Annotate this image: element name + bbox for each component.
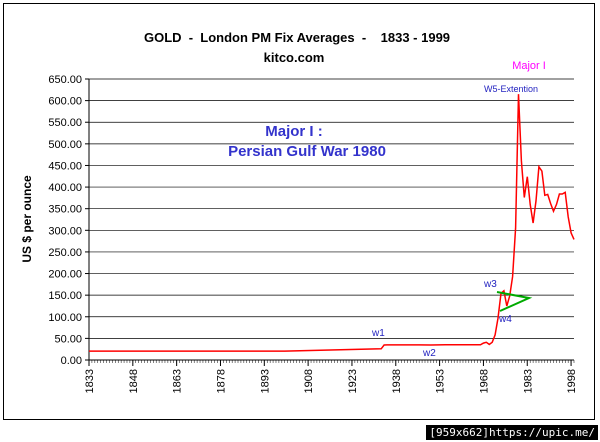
w3-w4-triangle	[496, 291, 533, 312]
y-axis-ticks: 0.00 50.00 100.00 150.00 200.00 250.00 300.00 3…	[48, 74, 89, 367]
series-line-gold	[89, 94, 575, 352]
x-tick-label: 1908	[303, 369, 315, 393]
x-tick-label: 1968	[478, 369, 490, 393]
x-tick-label: 1848	[128, 369, 140, 393]
wave-label-w2: w2	[422, 348, 436, 359]
x-tick-label: 1938	[391, 369, 403, 393]
y-tick-label: 0.00	[61, 355, 82, 367]
y-tick-label: 650.00	[48, 74, 82, 86]
x-tick-label: 1983	[522, 369, 534, 393]
x-tick-label: 1893	[259, 369, 271, 393]
y-tick-label: 300.00	[48, 225, 82, 237]
major-label: Major I	[512, 60, 546, 72]
series-group	[89, 94, 575, 352]
y-tick-label: 400.00	[48, 182, 82, 194]
y-tick-label: 450.00	[48, 160, 82, 172]
x-tick-label: 1833	[84, 369, 96, 393]
y-tick-label: 100.00	[48, 312, 82, 324]
y-tick-label: 200.00	[48, 269, 82, 281]
x-tick-label: 1998	[566, 369, 578, 393]
x-tick-label: 1863	[172, 369, 184, 393]
headline-line-2: Persian Gulf War 1980	[228, 143, 386, 160]
y-tick-label: 150.00	[48, 290, 82, 302]
chart-title: GOLD - London PM Fix Averages - 1833 - 1…	[144, 30, 450, 45]
headline-line-1: Major I :	[265, 123, 323, 140]
y-tick-label: 600.00	[48, 96, 82, 108]
wave-label-w4: w4	[498, 314, 512, 325]
chart-subtitle: kitco.com	[264, 50, 325, 65]
y-tick-label: 350.00	[48, 204, 82, 216]
chart-frame: GOLD - London PM Fix Averages - 1833 - 1…	[3, 3, 595, 420]
extension-label: W5-Extention	[484, 84, 538, 94]
y-tick-label: 500.00	[48, 139, 82, 151]
x-tick-label: 1953	[435, 369, 447, 393]
wave-label-w1: w1	[371, 328, 385, 339]
x-tick-label: 1923	[347, 369, 359, 393]
x-axis-ticks: 1833 1848 1863 1878 1893 1908 1923 1938 1953 1968…	[84, 360, 578, 393]
gold-price-chart: GOLD - London PM Fix Averages - 1833 - 1…	[20, 30, 578, 393]
gridlines	[89, 78, 574, 339]
y-tick-label: 50.00	[54, 333, 82, 345]
y-axis-label: US $ per ounce	[20, 175, 34, 263]
wave-label-w3: w3	[483, 279, 497, 290]
y-tick-label: 550.00	[48, 117, 82, 129]
x-tick-label: 1878	[215, 369, 227, 393]
image-source-footer: [959x662]https://upic.me/	[426, 425, 598, 440]
y-tick-label: 250.00	[48, 247, 82, 259]
